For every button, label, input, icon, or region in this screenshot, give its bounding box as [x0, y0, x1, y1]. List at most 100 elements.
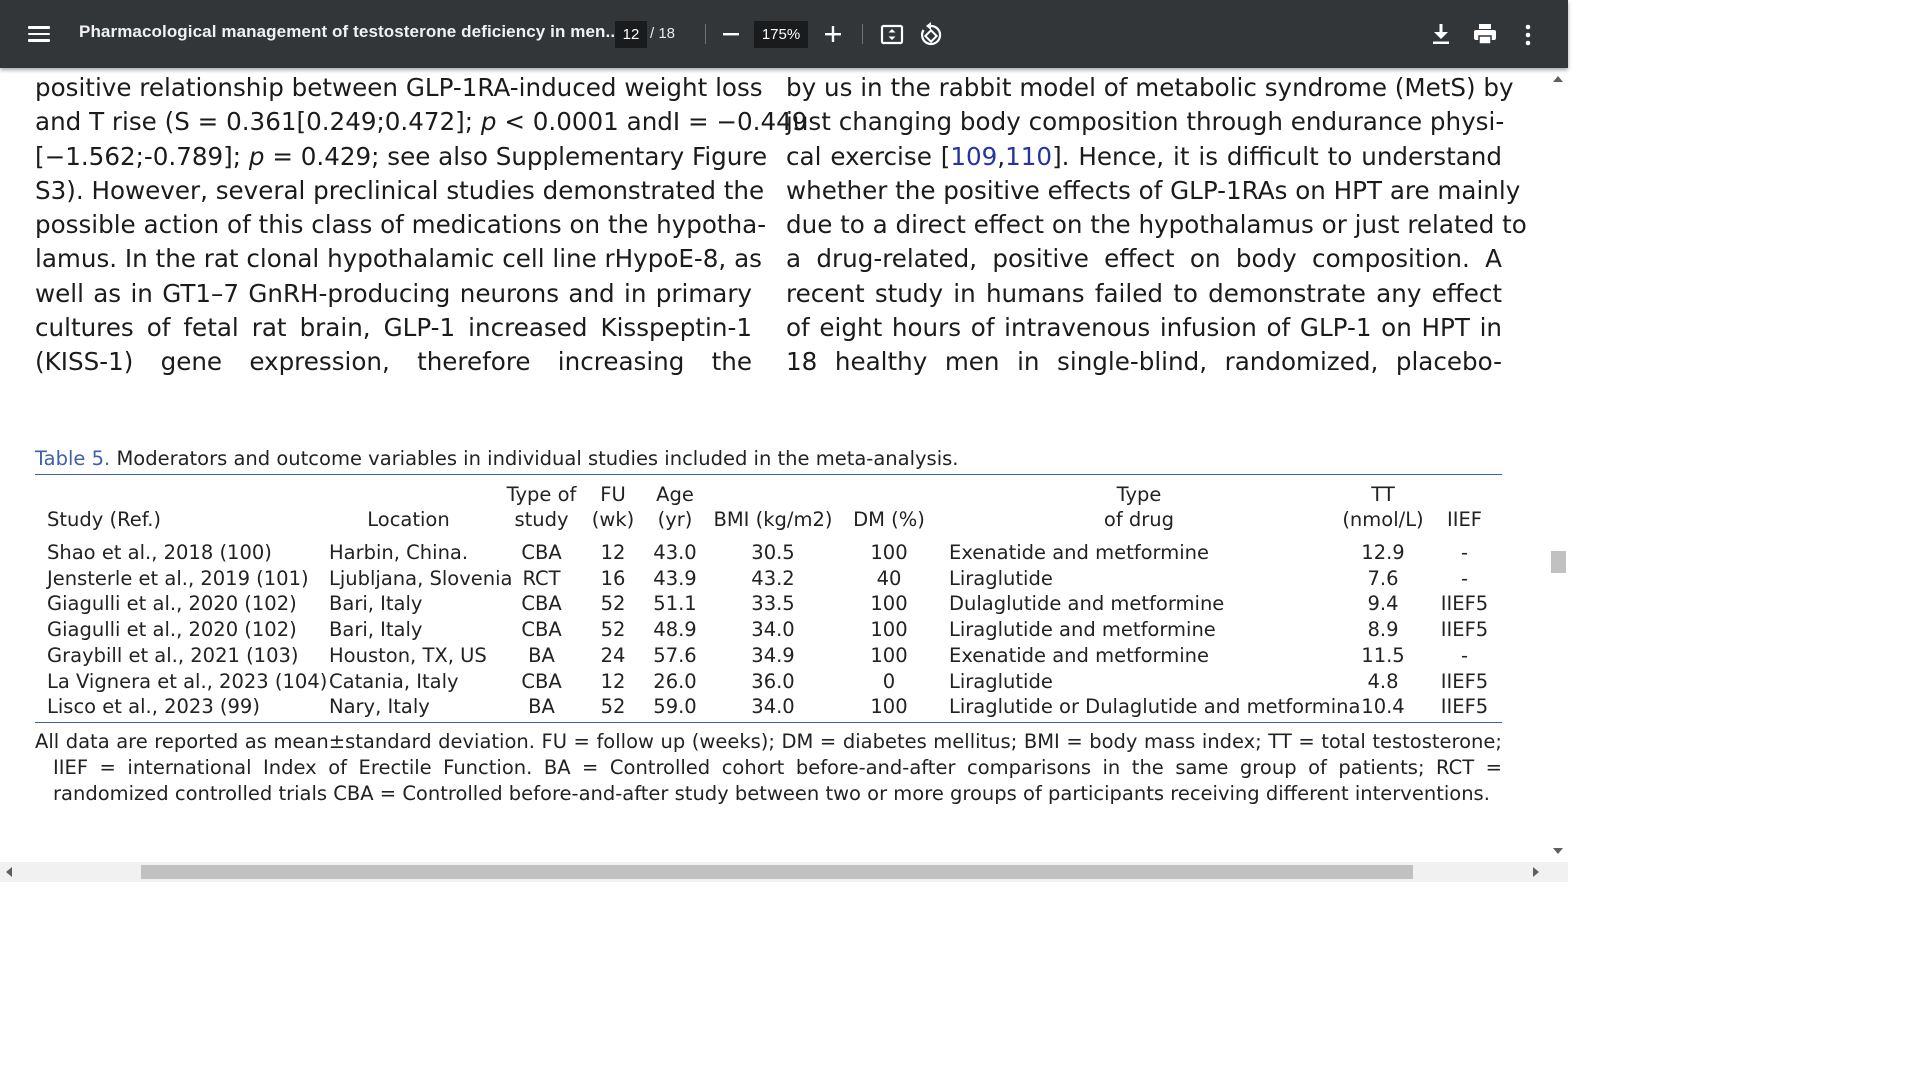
table-cell: IIEF5: [1440, 592, 1489, 616]
table-cell: 12.9: [1361, 541, 1405, 564]
text-line: a drug-related, positive effect on body …: [786, 244, 1502, 274]
table-cell: 100: [870, 592, 908, 616]
table-cell: 16: [600, 566, 626, 590]
column-header-text: Age: [656, 483, 694, 506]
table-cell: 100: [870, 695, 908, 719]
table-cell: Liraglutide or Dulaglutide and metformin…: [949, 695, 1361, 719]
text-line: positive relationship between GLP-1RA-in…: [35, 73, 763, 102]
column-header-text: study: [514, 508, 569, 531]
vertical-scroll-thumb[interactable]: [1551, 551, 1566, 573]
citation-link[interactable]: 109: [950, 141, 998, 171]
text-line: S3). However, several preclinical studie…: [35, 175, 765, 205]
column-header-text: Study (Ref.): [47, 508, 162, 531]
text-line: and T rise (S = 0.361[0.249;0.472]; p < …: [35, 107, 808, 137]
scroll-down-icon[interactable]: [1553, 848, 1563, 854]
table-cell: 52: [600, 592, 626, 616]
text-line: just changing body composition through e…: [786, 107, 1505, 137]
table-cell: -: [1460, 566, 1469, 590]
table-cell: Exenatide and metformine: [949, 643, 1209, 667]
table-cell: Catania, Italy: [329, 669, 459, 693]
column-header-text: FU: [600, 483, 626, 506]
text-line: lamus. In the rat clonal hypothalamic ce…: [35, 244, 762, 274]
table-cell: Giagulli et al., 2020 (102): [47, 592, 297, 616]
table-cell: Ljubljana, Slovenia: [329, 566, 513, 590]
right-text-column: by us in the rabbit model of metabolic s…: [786, 71, 1527, 380]
table-cell: 34.9: [751, 643, 795, 667]
table-cell: CBA: [521, 541, 562, 564]
table-top-rule: [35, 474, 1502, 475]
table-cell: -: [1460, 541, 1469, 564]
vertical-scrollbar[interactable]: [1548, 68, 1568, 862]
text-line: cultures of fetal rat brain, GLP-1 incre…: [35, 313, 752, 343]
table-cell: 34.0: [751, 618, 795, 642]
table-cell: La Vignera et al., 2023 (104): [47, 669, 328, 693]
rotate-icon[interactable]: [918, 21, 944, 49]
column-header: Type of study: [500, 475, 583, 537]
column-header-text: Location: [367, 508, 450, 531]
table-bottom-rule: [35, 721, 1502, 723]
print-icon[interactable]: [1472, 22, 1498, 46]
table-cell: 0: [882, 669, 896, 693]
citation-link[interactable]: 110: [1005, 141, 1053, 171]
table-cell: 10.4: [1361, 695, 1405, 719]
download-icon[interactable]: [1429, 22, 1453, 46]
table-cell: RCT: [522, 566, 561, 590]
column-header-text: (nmol/L): [1342, 508, 1424, 531]
table-row: Graybill et al., 2021 (103) Houston, TX, …: [35, 643, 1502, 669]
column-header: FU (wk): [583, 475, 643, 537]
horizontal-scrollbar[interactable]: [0, 862, 1548, 882]
table-header-row: Study (Ref.) Location Type of study FU (wk) Ag…: [35, 475, 1502, 537]
zoom-in-icon[interactable]: [821, 22, 845, 46]
column-header: DM (%): [839, 475, 939, 537]
fit-page-icon[interactable]: [879, 22, 905, 48]
column-header-text: Type of: [506, 483, 577, 506]
scroll-right-icon[interactable]: [1533, 867, 1539, 877]
table-caption-text: Moderators and outcome variables in indi…: [116, 447, 959, 470]
table-cell: CBA: [521, 592, 562, 616]
text-fragment: ,: [997, 141, 1006, 171]
table-row: Lisco et al., 2023 (99) Nary, Italy BA 52 59…: [35, 694, 1502, 722]
pdf-page: positive relationship between GLP-1RA-in…: [0, 68, 1548, 862]
table-caption-label: Table 5.: [35, 447, 111, 470]
page-number-input[interactable]: 12: [615, 21, 647, 48]
column-header: Location: [317, 475, 500, 537]
table-5: Table 5. Moderators and outcome variable…: [35, 446, 1502, 807]
text-line: cal exercise [109,110]. Hence, it is dif…: [786, 140, 1502, 174]
scroll-up-icon[interactable]: [1553, 76, 1563, 82]
table-cell: IIEF5: [1440, 618, 1489, 642]
text-line: (KISS-1) gene expression, therefore incr…: [35, 347, 752, 377]
zoom-level-input[interactable]: 175%: [754, 21, 808, 48]
table-cell: Jensterle et al., 2019 (101): [47, 566, 309, 590]
pdf-toolbar: Pharmacological management of testostero…: [0, 0, 1568, 68]
table-cell: Giagulli et al., 2020 (102): [47, 618, 297, 642]
text-line: well as in GT1–7 GnRH-producing neurons …: [35, 278, 752, 308]
table-cell: 7.6: [1367, 566, 1399, 590]
table-cell: -: [1460, 643, 1469, 667]
table-cell: 40: [876, 566, 902, 590]
table-row: Shao et al., 2018 (100) Harbin, China. CBA…: [35, 537, 1502, 566]
table-footnote: All data are reported as mean±standard d…: [35, 729, 1502, 805]
column-header-text: TT: [1371, 483, 1395, 506]
column-header: BMI (kg/m2): [707, 475, 839, 537]
table-cell: 30.5: [751, 541, 795, 564]
table-cell: 4.8: [1367, 669, 1399, 693]
table-cell: 9.4: [1367, 592, 1399, 616]
scrollbar-corner: [1548, 862, 1568, 882]
table-cell: Dulaglutide and metformine: [949, 592, 1225, 616]
column-header-text: DM (%): [853, 508, 925, 531]
menu-icon[interactable]: [26, 22, 52, 46]
column-header: Study (Ref.): [35, 475, 317, 537]
more-options-icon[interactable]: [1518, 22, 1538, 48]
scroll-left-icon[interactable]: [6, 867, 12, 877]
text-line: [−1.562;-0.789]; p = 0.429; see also Sup…: [35, 141, 768, 171]
table-cell: 26.0: [653, 669, 697, 693]
zoom-out-icon[interactable]: [720, 22, 742, 46]
table-cell: 100: [870, 643, 908, 667]
left-text-column: positive relationship between GLP-1RA-in…: [35, 71, 808, 380]
column-header-text: of drug: [1103, 508, 1175, 531]
table-cell: Bari, Italy: [329, 592, 423, 616]
text-line: by us in the rabbit model of metabolic s…: [786, 73, 1514, 102]
table-cell: Liraglutide: [949, 566, 1053, 590]
horizontal-scroll-thumb[interactable]: [141, 865, 1413, 879]
table-cell: Lisco et al., 2023 (99): [47, 695, 260, 719]
